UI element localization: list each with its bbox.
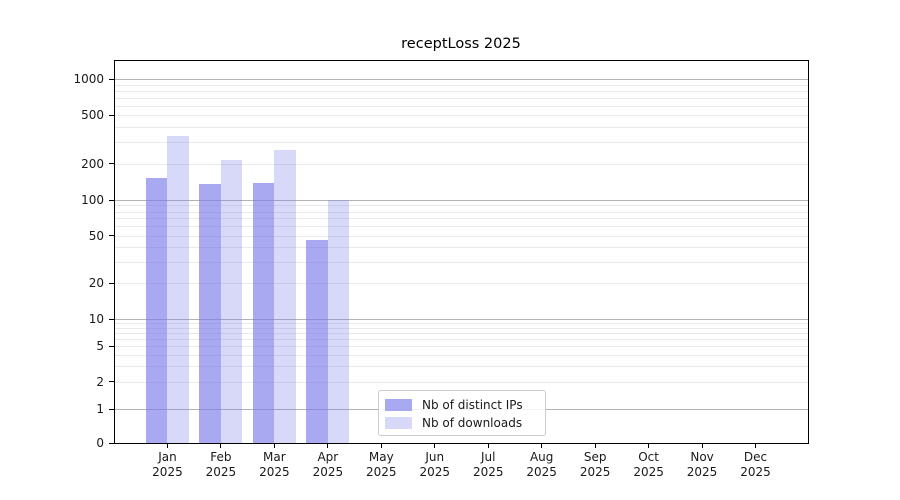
y-tick-mark: [109, 78, 114, 80]
chart-title: receptLoss 2025: [401, 36, 521, 52]
gridline: [115, 226, 808, 228]
x-tick-mark: [701, 444, 703, 448]
y-tick-label: 500: [81, 108, 104, 123]
y-tick-mark: [109, 282, 114, 284]
y-tick-label: 20: [88, 276, 104, 291]
gridline: [115, 200, 808, 201]
gridline: [115, 127, 808, 129]
x-tick-mark: [166, 444, 168, 448]
legend-label-distinct-ips: Nb of distinct IPs: [422, 397, 523, 412]
gridline: [115, 105, 808, 107]
gridline: [115, 235, 808, 237]
gridline: [115, 205, 808, 207]
y-tick-label: 1000: [73, 72, 104, 86]
x-tick-label-jul: Jul 2025: [472, 450, 504, 479]
bar-feb-downloads: [220, 159, 243, 443]
bar-jan-distinct-ips: [145, 178, 168, 443]
x-tick-mark: [380, 444, 382, 448]
gridline: [115, 211, 808, 213]
bar-jan-downloads: [167, 135, 189, 443]
y-tick-label: 0: [96, 436, 104, 450]
bar-apr-distinct-ips: [306, 240, 328, 443]
legend: Nb of distinct IPs Nb of downloads: [378, 390, 546, 436]
gridline: [115, 90, 808, 92]
x-tick-label-nov: Nov 2025: [686, 450, 718, 479]
x-tick-mark: [487, 444, 489, 448]
x-tick-label-apr: Apr 2025: [312, 450, 344, 479]
x-tick-mark: [541, 444, 543, 448]
y-tick-mark: [109, 408, 114, 410]
gridline: [115, 346, 808, 348]
x-tick-label-mar: Mar 2025: [259, 450, 290, 479]
gridline: [115, 338, 808, 340]
x-tick-mark: [327, 444, 329, 448]
gridline: [115, 327, 808, 329]
gridline: [115, 247, 808, 249]
y-tick-mark: [109, 235, 114, 237]
x-tick-mark: [755, 444, 757, 448]
bar-apr-downloads: [327, 200, 350, 443]
x-tick-label-may: May 2025: [366, 450, 397, 479]
x-tick-label-aug: Aug 2025: [526, 450, 557, 479]
x-tick-mark: [434, 444, 436, 448]
bar-feb-distinct-ips: [199, 183, 221, 443]
y-tick-label: 200: [81, 156, 104, 171]
x-tick-mark: [220, 444, 222, 448]
gridline: [115, 218, 808, 220]
bar-mar-downloads: [274, 149, 296, 443]
y-tick-label: 5: [96, 339, 104, 354]
legend-item-distinct-ips: Nb of distinct IPs: [385, 396, 537, 413]
gridline: [115, 354, 808, 356]
legend-swatch-downloads-icon: [385, 416, 412, 429]
gridline: [115, 262, 808, 264]
y-tick-label: 2: [96, 374, 104, 389]
bar-mar-distinct-ips: [252, 182, 275, 443]
gridline: [115, 79, 808, 80]
gridline: [115, 84, 808, 86]
y-tick-mark: [109, 199, 114, 201]
y-tick-label: 10: [88, 312, 104, 326]
x-tick-label-jan: Jan 2025: [152, 450, 183, 479]
legend-item-downloads: Nb of downloads: [385, 414, 537, 431]
legend-swatch-distinct-ips-icon: [385, 398, 412, 411]
y-tick-mark: [109, 163, 114, 165]
x-tick-label-oct: Oct 2025: [633, 450, 664, 479]
gridline: [115, 142, 808, 144]
legend-label-downloads: Nb of downloads: [422, 415, 523, 430]
x-tick-mark: [648, 444, 650, 448]
gridline: [115, 163, 808, 165]
y-tick-mark: [109, 345, 114, 347]
y-tick-label: 50: [88, 228, 104, 243]
x-tick-label-jun: Jun 2025: [419, 450, 451, 479]
y-tick-mark: [109, 442, 114, 444]
gridline: [115, 319, 808, 320]
x-tick-label-sep: Sep 2025: [579, 450, 611, 479]
x-tick-label-feb: Feb 2025: [205, 450, 237, 479]
y-tick-mark: [109, 381, 114, 383]
y-tick-mark: [109, 114, 114, 116]
y-tick-mark: [109, 318, 114, 320]
x-tick-mark: [594, 444, 596, 448]
gridline: [115, 332, 808, 334]
y-tick-label: 100: [81, 193, 104, 207]
x-tick-label-dec: Dec 2025: [740, 450, 771, 479]
x-tick-mark: [273, 444, 275, 448]
y-tick-label: 1: [96, 402, 104, 416]
gridline: [115, 283, 808, 285]
gridline: [115, 115, 808, 117]
gridline: [115, 323, 808, 325]
gridline: [115, 366, 808, 368]
plot-area: [114, 60, 809, 444]
gridline: [115, 97, 808, 99]
gridline: [115, 381, 808, 383]
